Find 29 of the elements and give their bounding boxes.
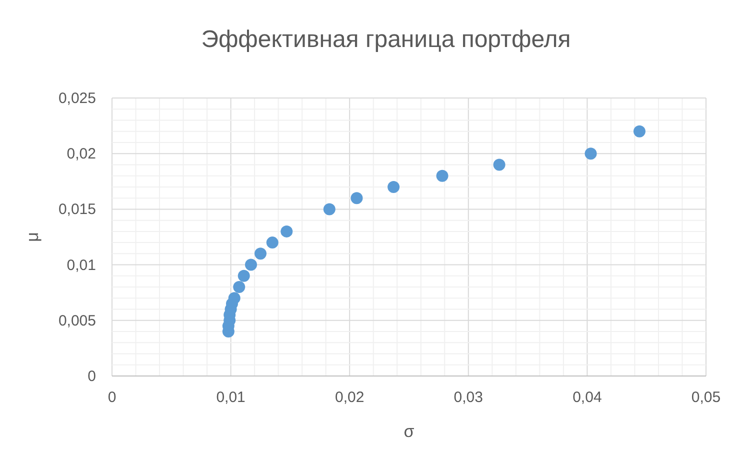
- point: [323, 203, 336, 216]
- point: [633, 125, 646, 138]
- y-tick-label: 0,015: [58, 201, 96, 218]
- y-axis-title: μ: [23, 232, 42, 242]
- y-tick-label: 0: [88, 368, 96, 385]
- point: [266, 236, 278, 249]
- point: [280, 225, 293, 238]
- point: [493, 158, 506, 171]
- point: [584, 148, 597, 160]
- y-tick-label: 0,01: [66, 256, 96, 274]
- y-tick-label: 0,02: [66, 146, 96, 163]
- chart-title: Эффективная граница портфеля: [201, 26, 571, 53]
- point: [254, 248, 266, 260]
- x-axis-title: σ: [404, 422, 415, 441]
- point: [244, 258, 257, 271]
- y-tick-label: 0,025: [58, 90, 96, 107]
- point: [233, 281, 246, 294]
- x-tick-label: 0: [108, 389, 116, 406]
- x-tick-label: 0,01: [216, 389, 246, 406]
- y-tick-label: 0,005: [58, 312, 96, 330]
- point: [436, 170, 448, 182]
- x-tick-label: 0,04: [572, 389, 602, 406]
- point: [350, 192, 363, 204]
- point: [228, 292, 240, 304]
- point: [238, 270, 250, 282]
- x-tick-label: 0,02: [335, 389, 364, 406]
- x-tick-label: 0,05: [691, 389, 721, 406]
- x-tick-label: 0,03: [454, 389, 483, 406]
- point: [388, 180, 400, 193]
